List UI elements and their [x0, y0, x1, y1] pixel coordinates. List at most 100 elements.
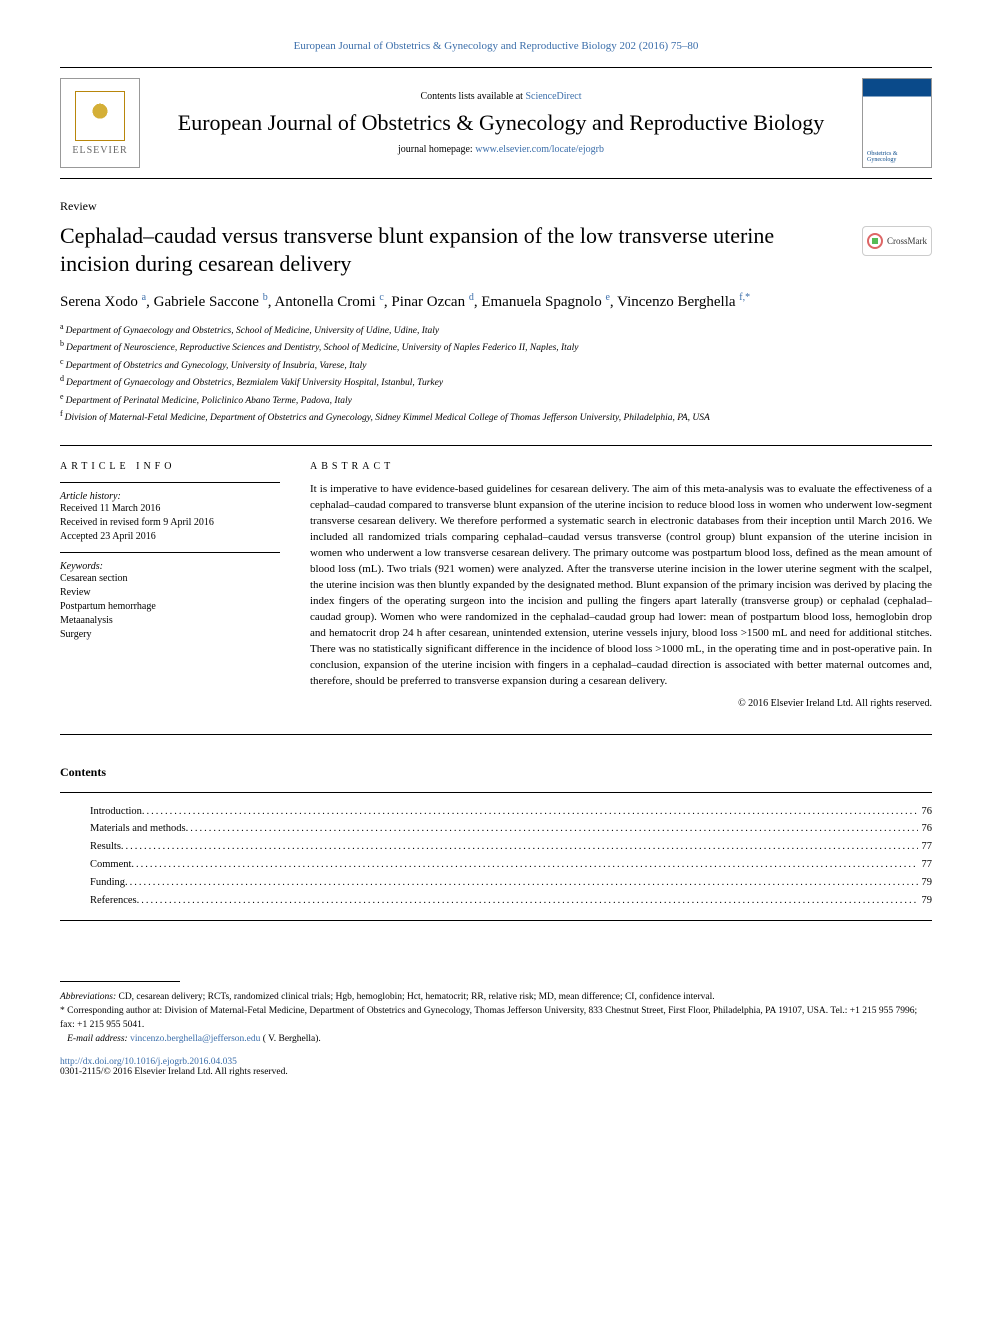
corresponding-email-link[interactable]: vincenzo.berghella@jefferson.edu	[130, 1034, 260, 1044]
history-item: Accepted 23 April 2016	[60, 530, 280, 544]
toc-leader-dots	[137, 892, 918, 910]
affiliation-sup: b	[60, 339, 66, 348]
email-line: E-mail address: vincenzo.berghella@jeffe…	[60, 1032, 932, 1046]
toc-page: 77	[918, 838, 933, 856]
footnote-separator	[60, 981, 180, 982]
author: Pinar Ozcan d	[391, 294, 473, 310]
journal-header-box: ELSEVIER Contents lists available at Sci…	[60, 67, 932, 179]
homepage-prefix: journal homepage:	[398, 144, 475, 155]
toc-row: Funding 79	[60, 874, 932, 892]
keyword-item: Metaanalysis	[60, 614, 280, 628]
contents-title: Contents	[60, 765, 932, 780]
affiliation-sup: c	[60, 357, 66, 366]
affiliation-sup: a	[60, 322, 66, 331]
article-info-header: ARTICLE INFO	[60, 461, 280, 472]
abstract-copyright: © 2016 Elsevier Ireland Ltd. All rights …	[310, 698, 932, 709]
toc-page: 76	[918, 820, 933, 838]
toc-row: Comment 77	[60, 856, 932, 874]
toc-label: Comment	[90, 856, 131, 874]
toc-leader-dots	[142, 803, 918, 821]
toc-row: Introduction 76	[60, 803, 932, 821]
corresponding-asterisk: *	[745, 292, 750, 303]
history-item: Received 11 March 2016	[60, 502, 280, 516]
abbreviations-label: Abbreviations:	[60, 992, 116, 1002]
doi-block: http://dx.doi.org/10.1016/j.ejogrb.2016.…	[60, 1057, 932, 1067]
toc-page: 79	[918, 892, 933, 910]
journal-cover-thumbnail: Obstetrics & Gynecology	[862, 78, 932, 168]
elsevier-tree-icon	[75, 91, 125, 141]
keyword-item: Postpartum hemorrhage	[60, 600, 280, 614]
toc-label: Funding	[90, 874, 125, 892]
journal-homepage-link[interactable]: www.elsevier.com/locate/ejogrb	[475, 144, 604, 155]
article-type: Review	[60, 199, 932, 214]
history-item: Received in revised form 9 April 2016	[60, 516, 280, 530]
abbreviations-line: Abbreviations: CD, cesarean delivery; RC…	[60, 990, 932, 1004]
issn-copyright-line: 0301-2115/© 2016 Elsevier Ireland Ltd. A…	[60, 1067, 932, 1077]
table-of-contents: Introduction 76 Materials and methods 76 Res…	[60, 792, 932, 921]
affiliation: d Department of Gynaecology and Obstetri…	[60, 373, 932, 390]
info-abstract-row: ARTICLE INFO Article history: Received 1…	[60, 445, 932, 734]
cover-text: Obstetrics & Gynecology	[867, 151, 927, 163]
publisher-brand: ELSEVIER	[72, 145, 127, 156]
toc-page: 79	[918, 874, 933, 892]
toc-page: 77	[918, 856, 933, 874]
affiliation: a Department of Gynaecology and Obstetri…	[60, 321, 932, 338]
affiliation: f Division of Maternal-Fetal Medicine, D…	[60, 408, 932, 425]
table-of-contents-section: Contents Introduction76Materials and met…	[60, 765, 932, 921]
author: Vincenzo Berghella f,*	[617, 294, 750, 310]
author-affil-sup: d	[469, 292, 474, 303]
toc-leader-dots	[131, 856, 917, 874]
affiliation-sup: f	[60, 409, 65, 418]
article-info-column: ARTICLE INFO Article history: Received 1…	[60, 461, 280, 708]
author: Serena Xodo a	[60, 294, 146, 310]
author-affil-sup: b	[263, 292, 268, 303]
footnotes: Abbreviations: CD, cesarean delivery; RC…	[60, 990, 932, 1047]
affiliation: e Department of Perinatal Medicine, Poli…	[60, 391, 932, 408]
sciencedirect-link[interactable]: ScienceDirect	[525, 91, 581, 102]
article-title: Cephalad–caudad versus transverse blunt …	[60, 222, 842, 277]
keywords-label: Keywords:	[60, 561, 280, 572]
abbreviations-text: CD, cesarean delivery; RCTs, randomized …	[116, 992, 715, 1002]
toc-label: Introduction	[90, 803, 142, 821]
toc-leader-dots	[121, 838, 918, 856]
contents-prefix: Contents lists available at	[420, 91, 525, 102]
toc-leader-dots	[125, 874, 917, 892]
email-suffix: ( V. Berghella).	[260, 1034, 320, 1044]
journal-homepage-line: journal homepage: www.elsevier.com/locat…	[155, 144, 847, 155]
article-history-label: Article history:	[60, 491, 280, 502]
article-history-list: Received 11 March 2016Received in revise…	[60, 502, 280, 544]
crossmark-badge[interactable]: CrossMark	[862, 226, 932, 256]
journal-name: European Journal of Obstetrics & Gynecol…	[155, 110, 847, 136]
email-label: E-mail address:	[67, 1034, 128, 1044]
contents-available-line: Contents lists available at ScienceDirec…	[155, 91, 847, 102]
author-affil-sup: a	[142, 292, 146, 303]
running-header-citation: European Journal of Obstetrics & Gynecol…	[60, 40, 932, 52]
corr-text: Corresponding author at: Division of Mat…	[60, 1006, 917, 1030]
author: Gabriele Saccone b	[154, 294, 268, 310]
journal-header-center: Contents lists available at ScienceDirec…	[155, 91, 847, 155]
authors-list: Serena Xodo a, Gabriele Saccone b, Anton…	[60, 291, 932, 313]
abstract-header: ABSTRACT	[310, 461, 932, 472]
affiliation: c Department of Obstetrics and Gynecolog…	[60, 356, 932, 373]
doi-link[interactable]: http://dx.doi.org/10.1016/j.ejogrb.2016.…	[60, 1057, 237, 1067]
affiliation-sup: e	[60, 392, 66, 401]
toc-label: Materials and methods	[90, 820, 186, 838]
keyword-item: Cesarean section	[60, 572, 280, 586]
crossmark-label: CrossMark	[887, 236, 927, 246]
keywords-list: Cesarean sectionReviewPostpartum hemorrh…	[60, 572, 280, 642]
author: Antonella Cromi c	[274, 294, 383, 310]
toc-row: Materials and methods 76	[60, 820, 932, 838]
toc-leader-dots	[186, 820, 918, 838]
corresponding-author-line: * Corresponding author at: Division of M…	[60, 1004, 932, 1033]
author-affil-sup: e	[605, 292, 609, 303]
toc-page: 76	[918, 803, 933, 821]
toc-row: References 79	[60, 892, 932, 910]
abstract-text: It is imperative to have evidence-based …	[310, 482, 932, 689]
author-affil-sup: c	[379, 292, 383, 303]
keyword-item: Review	[60, 586, 280, 600]
affiliations-list: a Department of Gynaecology and Obstetri…	[60, 321, 932, 425]
toc-label: Results	[90, 838, 121, 856]
toc-label: References	[90, 892, 137, 910]
affiliation-sup: d	[60, 374, 66, 383]
crossmark-icon	[867, 233, 883, 249]
